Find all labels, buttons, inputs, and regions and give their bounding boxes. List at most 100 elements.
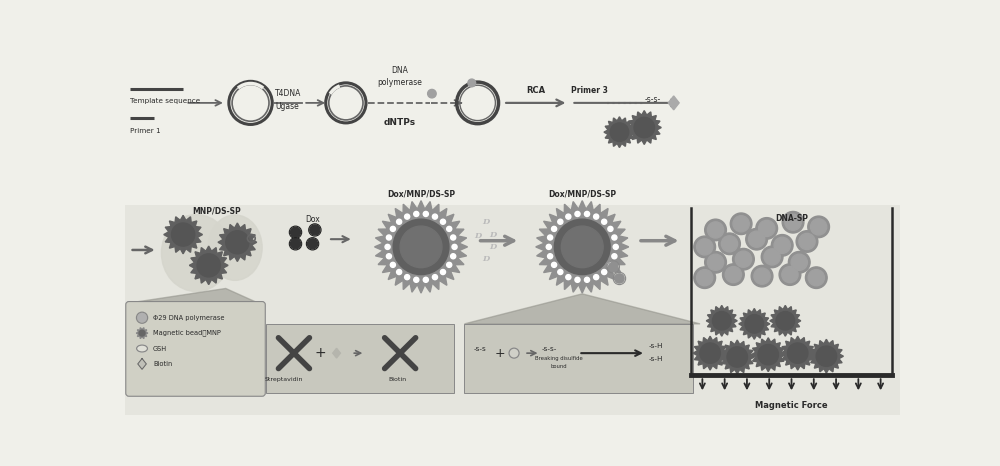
Circle shape <box>390 226 395 232</box>
Circle shape <box>723 264 744 285</box>
Text: D: D <box>490 243 497 251</box>
Polygon shape <box>536 201 629 293</box>
Circle shape <box>754 268 770 284</box>
Circle shape <box>719 233 740 254</box>
Circle shape <box>810 219 827 235</box>
FancyBboxPatch shape <box>266 324 454 393</box>
Circle shape <box>566 214 571 219</box>
Circle shape <box>594 274 599 280</box>
Circle shape <box>546 244 551 249</box>
Text: D: D <box>490 231 497 239</box>
Circle shape <box>393 219 449 274</box>
Circle shape <box>386 235 391 240</box>
Circle shape <box>707 254 724 270</box>
Circle shape <box>575 212 580 217</box>
Circle shape <box>761 246 783 267</box>
Circle shape <box>405 274 410 280</box>
Circle shape <box>548 254 553 259</box>
Circle shape <box>414 277 419 282</box>
Circle shape <box>705 219 726 241</box>
Circle shape <box>405 214 410 219</box>
Circle shape <box>805 267 827 288</box>
Circle shape <box>725 267 742 283</box>
Text: -s-s: -s-s <box>474 345 486 351</box>
Circle shape <box>468 79 476 87</box>
Circle shape <box>609 262 618 272</box>
Polygon shape <box>136 328 148 339</box>
Circle shape <box>613 244 618 249</box>
Circle shape <box>423 277 428 282</box>
Circle shape <box>700 343 720 363</box>
Text: Dox: Dox <box>305 215 320 224</box>
Circle shape <box>774 237 790 254</box>
Circle shape <box>197 254 220 277</box>
Circle shape <box>748 231 765 247</box>
Circle shape <box>758 344 778 365</box>
Polygon shape <box>464 294 700 324</box>
Circle shape <box>634 117 654 137</box>
Text: Primer 1: Primer 1 <box>130 128 161 134</box>
Circle shape <box>756 218 778 239</box>
Circle shape <box>735 251 752 267</box>
Text: DNA-SP: DNA-SP <box>775 214 808 223</box>
Text: Magnetic bead，MNP: Magnetic bead，MNP <box>153 330 221 336</box>
Circle shape <box>451 254 456 259</box>
Ellipse shape <box>137 345 147 352</box>
Circle shape <box>746 228 767 250</box>
Circle shape <box>764 249 780 265</box>
Text: Primer 3: Primer 3 <box>571 86 608 95</box>
Circle shape <box>785 214 801 230</box>
Circle shape <box>612 254 617 259</box>
Circle shape <box>566 274 571 280</box>
Polygon shape <box>129 288 258 303</box>
Circle shape <box>771 234 793 256</box>
Circle shape <box>447 226 452 232</box>
Circle shape <box>290 227 301 237</box>
Circle shape <box>608 262 613 267</box>
Circle shape <box>610 123 629 141</box>
Polygon shape <box>781 336 815 370</box>
Circle shape <box>721 236 738 252</box>
Text: RCA: RCA <box>526 86 545 95</box>
Circle shape <box>397 219 402 224</box>
Polygon shape <box>751 338 785 371</box>
Text: +: + <box>495 347 505 360</box>
Circle shape <box>558 219 563 224</box>
Circle shape <box>799 233 815 250</box>
Circle shape <box>308 239 318 249</box>
Text: D: D <box>474 232 481 240</box>
Circle shape <box>575 277 580 282</box>
Polygon shape <box>668 96 679 110</box>
Circle shape <box>440 219 446 224</box>
Circle shape <box>390 262 395 267</box>
Circle shape <box>561 226 603 267</box>
Circle shape <box>440 269 446 274</box>
Text: -s-H: -s-H <box>649 343 663 349</box>
Text: D: D <box>482 255 489 263</box>
Circle shape <box>400 226 442 267</box>
Text: -s-s-: -s-s- <box>644 96 660 104</box>
Circle shape <box>447 262 452 267</box>
Circle shape <box>697 270 713 286</box>
Text: Magnetic Force: Magnetic Force <box>755 401 828 410</box>
Circle shape <box>310 225 320 235</box>
Circle shape <box>428 89 436 98</box>
Polygon shape <box>164 215 202 254</box>
Circle shape <box>423 212 428 217</box>
Text: +: + <box>314 346 326 360</box>
Polygon shape <box>720 340 754 374</box>
Circle shape <box>707 222 724 238</box>
Circle shape <box>584 212 590 217</box>
Text: Streptavidin: Streptavidin <box>265 377 303 382</box>
Circle shape <box>759 220 775 236</box>
Circle shape <box>727 347 747 367</box>
Circle shape <box>451 235 456 240</box>
Circle shape <box>172 223 195 246</box>
Circle shape <box>290 239 301 249</box>
Circle shape <box>584 277 590 282</box>
Text: D: D <box>482 218 489 226</box>
Polygon shape <box>809 339 843 373</box>
Text: Dox/MNP/DS-SP: Dox/MNP/DS-SP <box>387 189 455 198</box>
Ellipse shape <box>161 214 231 292</box>
Circle shape <box>602 219 607 224</box>
